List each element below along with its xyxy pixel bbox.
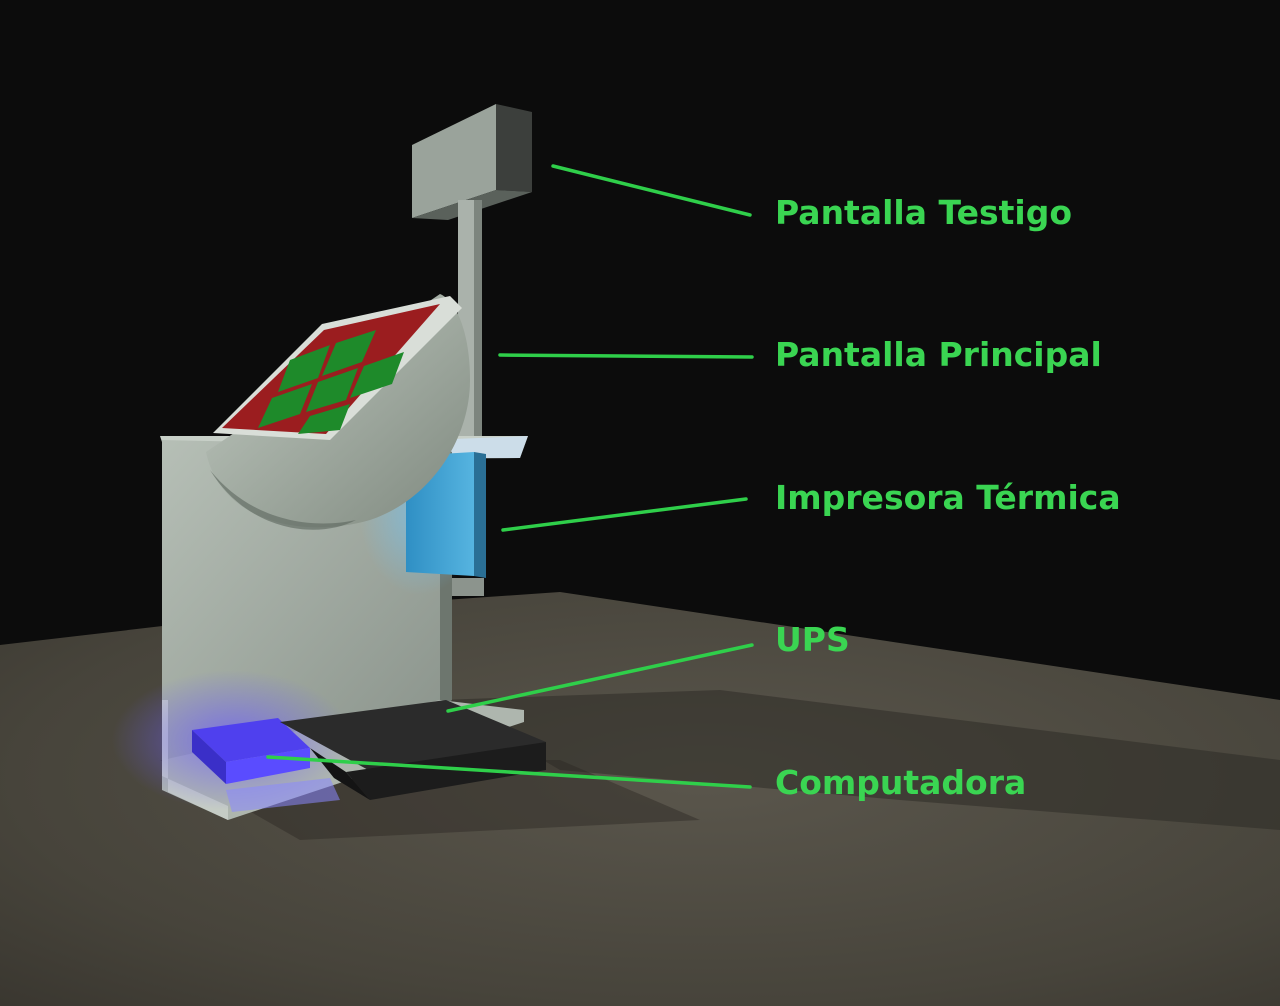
witness-screen xyxy=(412,104,496,218)
ups xyxy=(280,700,546,772)
main-screen-tiles xyxy=(258,330,404,434)
label-pantalla-principal: Pantalla Principal xyxy=(775,335,1102,374)
computer-front xyxy=(192,730,226,784)
leader-line-pantalla-testigo xyxy=(551,164,752,217)
label-impresora-termica: Impresora Térmica xyxy=(775,478,1121,517)
support-pole-shade xyxy=(474,200,482,440)
computer xyxy=(192,718,310,762)
leader-line-impresora-termica xyxy=(501,497,748,532)
label-ups: UPS xyxy=(775,620,850,659)
floor-shadow xyxy=(440,690,1280,830)
leader-line-pantalla-principal xyxy=(498,353,754,359)
label-computadora: Computadora xyxy=(775,763,1027,802)
leader-lines xyxy=(266,164,754,789)
computer-reflection xyxy=(226,778,340,812)
dome-cutout-shadow xyxy=(210,470,356,530)
printer-side xyxy=(474,452,486,578)
printer-stand xyxy=(452,578,484,596)
ups-front xyxy=(346,742,546,800)
witness-screen-side xyxy=(496,104,532,192)
leader-line-ups xyxy=(446,643,754,713)
leader-line-computadora xyxy=(266,755,752,789)
label-pantalla-testigo: Pantalla Testigo xyxy=(775,193,1073,232)
